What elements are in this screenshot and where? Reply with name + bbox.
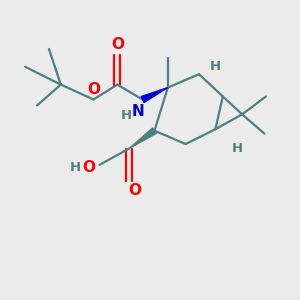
Text: O: O (87, 82, 100, 97)
Text: H: H (232, 142, 243, 155)
Text: O: O (129, 183, 142, 198)
Text: N: N (132, 104, 145, 119)
Text: O: O (82, 160, 96, 175)
Text: H: H (70, 161, 81, 174)
Polygon shape (129, 128, 156, 148)
Text: H: H (121, 109, 132, 122)
Text: O: O (111, 37, 124, 52)
Text: H: H (210, 60, 221, 73)
Polygon shape (141, 88, 168, 102)
